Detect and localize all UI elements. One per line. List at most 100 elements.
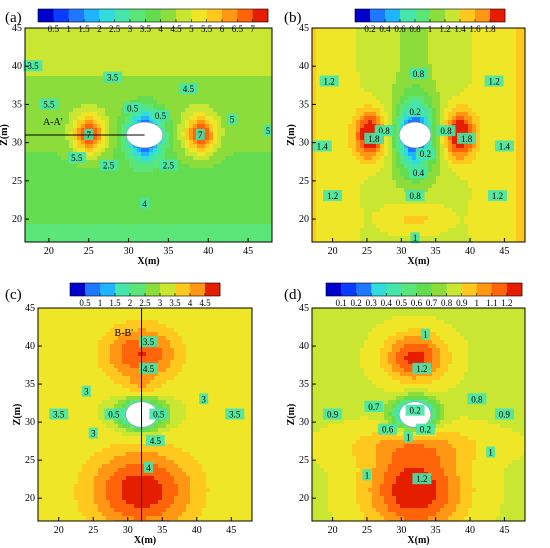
contour-label: 5.5 xyxy=(43,99,55,109)
x-tick-label: 40 xyxy=(465,246,475,257)
contour-label: 0.5 xyxy=(155,111,167,121)
x-tick-label: 25 xyxy=(362,246,372,257)
x-tick-label: 35 xyxy=(157,525,167,536)
colorbar-swatch xyxy=(160,9,177,22)
contour-label: 1 xyxy=(406,432,411,442)
x-tick-label: 40 xyxy=(192,525,202,536)
colorbar-tick-label: 4.5 xyxy=(170,24,182,34)
colorbar-swatch xyxy=(130,283,146,296)
y-tick-label: 45 xyxy=(25,303,35,314)
plot-frame xyxy=(37,307,253,522)
colorbar-tick-label: 3 xyxy=(158,298,163,308)
colorbar-tick-label: 1 xyxy=(428,24,433,34)
tunnel-opening xyxy=(399,121,432,149)
y-tick-label: 30 xyxy=(25,417,35,428)
y-tick-label: 40 xyxy=(12,61,22,72)
contour-label: 1.2 xyxy=(488,77,499,87)
colorbar-tick-label: 0.5 xyxy=(79,298,91,308)
colorbar-tick-label: 1.6 xyxy=(469,24,481,34)
panel-label: (d) xyxy=(284,287,302,303)
y-tick-label: 20 xyxy=(299,493,309,504)
colorbar-tick-label: 1.1 xyxy=(486,298,497,308)
contour-field xyxy=(25,28,272,242)
colorbar-swatch xyxy=(355,9,371,22)
colorbar-frame xyxy=(325,282,523,297)
contour-label: 4.5 xyxy=(150,436,162,446)
y-tick-label: 45 xyxy=(299,23,309,34)
colorbar-swatch xyxy=(476,283,493,296)
colorbar-swatch xyxy=(84,9,100,22)
y-tick-label: 20 xyxy=(25,493,35,504)
colorbar-tick-label: 2.5 xyxy=(139,298,151,308)
colorbar-swatch xyxy=(175,283,191,296)
colorbar-swatch xyxy=(506,283,523,296)
colorbar-swatch xyxy=(401,283,417,296)
colorbar-tick-label: 1 xyxy=(98,298,103,308)
x-tick-label: 25 xyxy=(362,525,372,536)
colorbar-tick-label: 6.5 xyxy=(232,24,244,34)
y-tick-label: 40 xyxy=(299,61,309,72)
contour-label: 0.9 xyxy=(499,410,511,420)
colorbar-swatch xyxy=(205,283,221,296)
colorbar-tick-label: 1 xyxy=(66,24,71,34)
y-tick-label: 45 xyxy=(12,23,22,34)
contour-label: 7 xyxy=(198,130,203,140)
contour-label: 0.4 xyxy=(413,168,425,178)
colorbar-tick-label: 1 xyxy=(475,298,480,308)
colorbar-swatch xyxy=(38,9,54,22)
contour-label: 1.4 xyxy=(317,141,329,151)
colorbar-swatch xyxy=(190,283,206,296)
colorbar-tick-label: 6 xyxy=(220,24,225,34)
panel-label: (c) xyxy=(5,287,22,303)
colorbar-tick-label: 0.8 xyxy=(409,24,421,34)
colorbar-swatch xyxy=(445,9,461,22)
x-tick-label: 45 xyxy=(499,525,509,536)
colorbar-swatch xyxy=(206,9,223,22)
panel-2: 1.2 1.20.80.20.20.8 0.81.8 1.81.4 1.41.2 1.20… xyxy=(284,8,526,267)
x-tick-label: 45 xyxy=(226,525,236,536)
y-tick-label: 30 xyxy=(299,138,309,149)
colorbar-swatch xyxy=(100,283,116,296)
panel-label: (b) xyxy=(284,10,302,26)
contour-label: 4.5 xyxy=(143,364,155,374)
colorbar-tick-label: 1.5 xyxy=(109,298,121,308)
colorbar-swatch xyxy=(145,9,161,22)
colorbar-tick-label: 2 xyxy=(128,298,133,308)
contour-label: 1 xyxy=(423,330,428,340)
contour-label: 0.8 xyxy=(440,126,452,136)
colorbar-swatch xyxy=(53,9,69,22)
contour-label: 1.2 xyxy=(324,77,335,87)
colorbar-tick-label: 0.4 xyxy=(381,298,393,308)
colorbar-swatch xyxy=(145,283,161,296)
contour-label: 4 xyxy=(142,199,147,209)
x-tick-label: 30 xyxy=(124,246,134,257)
x-tick-label: 20 xyxy=(328,246,338,257)
colorbar-swatch xyxy=(85,283,101,296)
contour-label: 2.5 xyxy=(163,161,175,171)
contour-label: 1 xyxy=(365,470,370,480)
colorbar-swatch xyxy=(430,9,446,22)
plot-frame xyxy=(311,27,526,243)
colorbar-swatch xyxy=(114,9,131,22)
colorbar-tick-label: 0.2 xyxy=(364,24,375,34)
contour-label: 0.8 xyxy=(471,394,483,404)
x-tick-label: 35 xyxy=(431,246,441,257)
colorbar-tick-label: 0.9 xyxy=(456,298,468,308)
colorbar-swatch xyxy=(130,9,146,22)
contour-label: 0.5 xyxy=(127,103,139,113)
colorbar-tick-label: 0.2 xyxy=(351,298,362,308)
colorbar-tick-label: 0.5 xyxy=(396,298,408,308)
x-tick-label: 20 xyxy=(44,246,54,257)
colorbar-swatch xyxy=(431,283,447,296)
colorbar-swatch xyxy=(446,283,462,296)
contour-label: 1.2 xyxy=(492,191,503,201)
contour-label: 0.2 xyxy=(420,425,431,435)
colorbar-swatch xyxy=(252,9,269,22)
y-tick-label: 25 xyxy=(25,455,35,466)
colorbar-tick-label: 1.4 xyxy=(454,24,466,34)
colorbar-swatch xyxy=(68,9,85,22)
contour-label: 3 xyxy=(84,387,89,397)
x-tick-label: 35 xyxy=(431,525,441,536)
